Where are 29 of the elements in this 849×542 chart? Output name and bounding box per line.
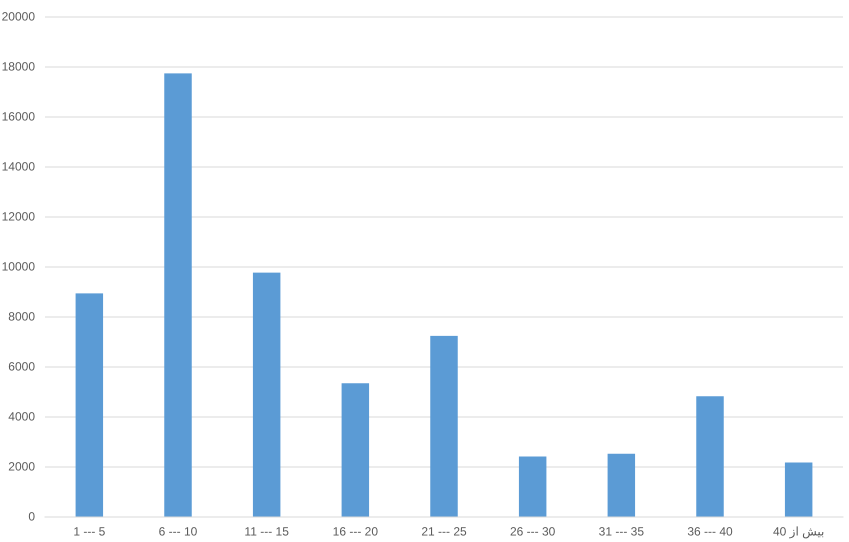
y-tick-label: 18000 [2, 59, 36, 74]
bar [608, 454, 636, 516]
x-tick-label: 36 --- 40 [687, 524, 733, 539]
y-tick-label: 8000 [8, 309, 36, 324]
bar [696, 396, 724, 516]
bar [342, 383, 370, 516]
x-tick-label: 6 --- 10 [158, 524, 198, 539]
y-tick-label: 4000 [8, 409, 36, 424]
x-tick-label: 11 --- 15 [244, 524, 290, 539]
x-tick-label: 1 --- 5 [73, 524, 106, 539]
x-tick-label: 21 --- 25 [421, 524, 467, 539]
y-tick-label: 20000 [2, 10, 36, 24]
y-tick-label: 10000 [2, 259, 36, 274]
y-tick-label: 12000 [2, 209, 36, 224]
y-tick-label: 2000 [8, 459, 36, 474]
bar [164, 73, 192, 516]
bar [252, 272, 280, 516]
y-tick-label: 16000 [2, 109, 36, 124]
bar [784, 462, 812, 516]
y-tick-label: 0 [28, 509, 36, 524]
y-tick-label: 6000 [8, 359, 36, 374]
y-tick-label: 14000 [2, 159, 36, 174]
x-tick-label: 16 --- 20 [332, 524, 378, 539]
bar [76, 293, 104, 516]
x-tick-label: 26 --- 30 [510, 524, 556, 539]
bar [430, 336, 458, 516]
x-tick-label: 31 --- 35 [598, 524, 644, 539]
bar [518, 456, 546, 516]
x-tick-label: بیش از 40 [772, 524, 824, 539]
